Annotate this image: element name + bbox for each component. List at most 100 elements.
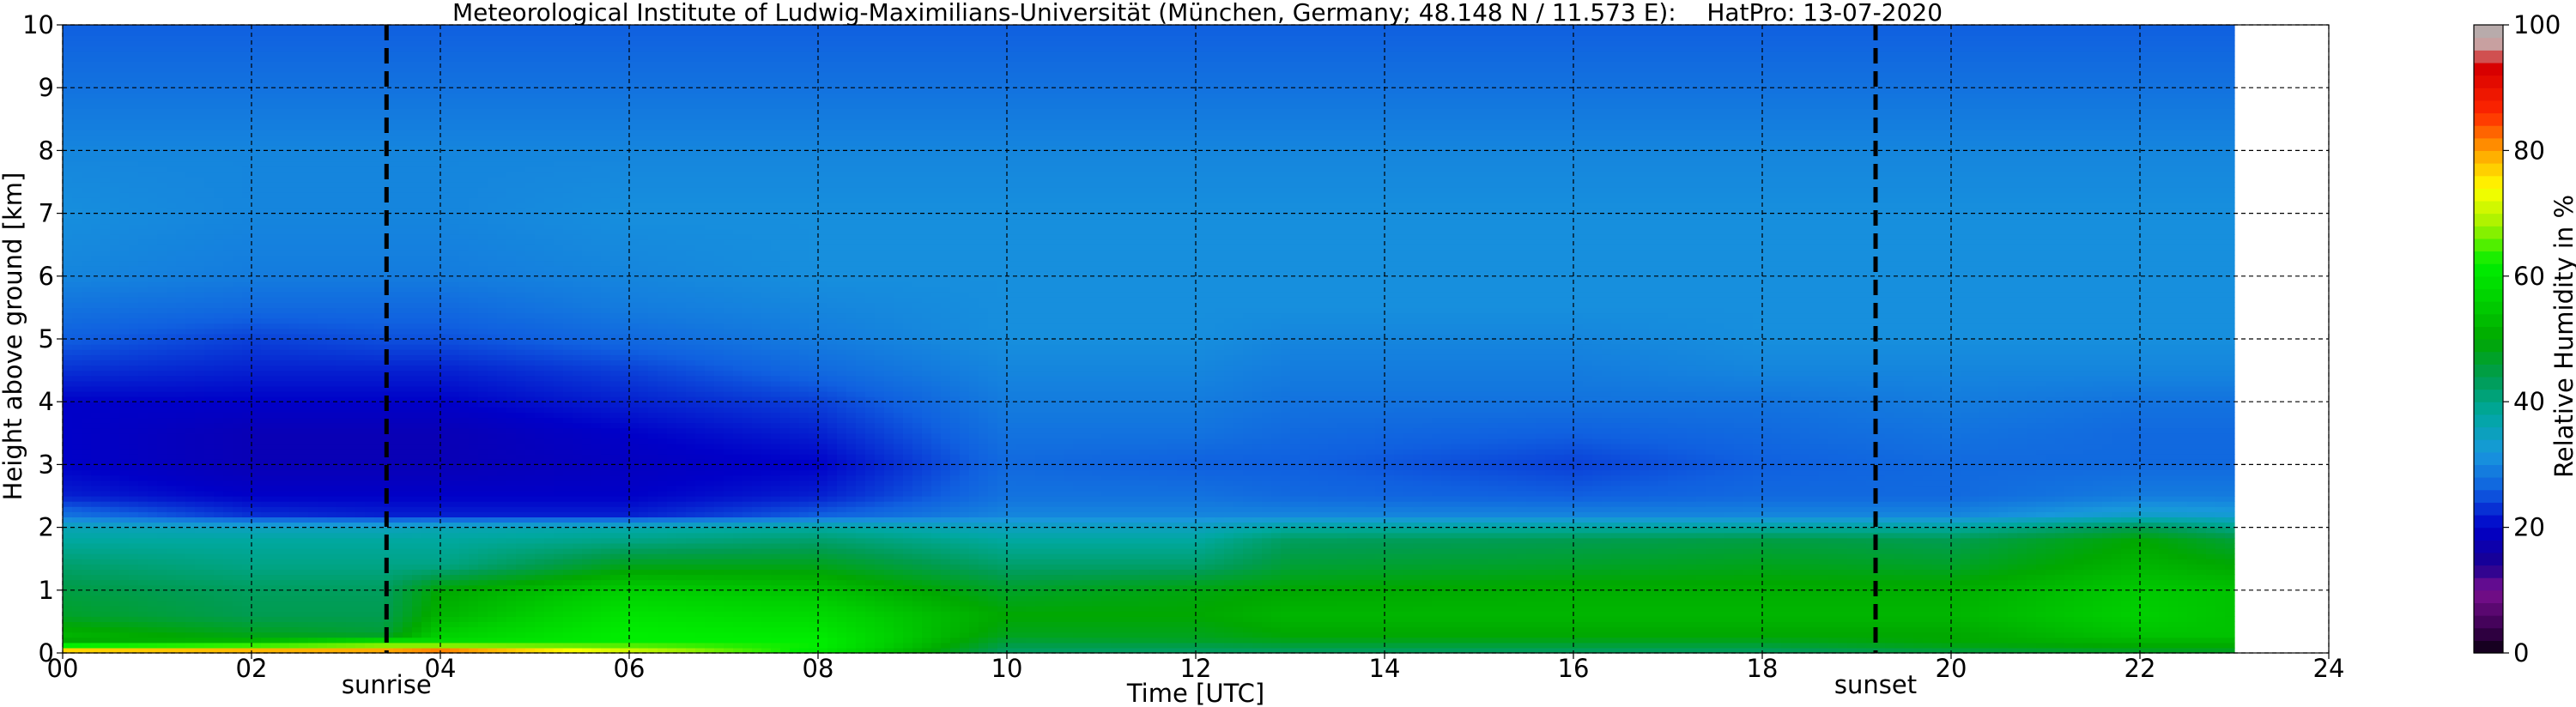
heatmap-cell xyxy=(100,197,111,203)
heatmap-cell xyxy=(110,559,120,565)
heatmap-cell xyxy=(110,307,120,313)
heatmap-cell xyxy=(82,30,92,36)
heatmap-cell xyxy=(119,197,130,203)
heatmap-cell xyxy=(119,423,130,429)
heatmap-cell xyxy=(138,464,148,470)
heatmap-cell xyxy=(100,150,111,156)
heatmap-cell xyxy=(82,150,92,156)
heatmap-cell xyxy=(63,412,73,418)
heatmap-cell xyxy=(148,266,158,272)
heatmap-cell xyxy=(157,407,167,413)
heatmap-cell xyxy=(72,182,82,188)
heatmap-cell xyxy=(100,35,111,41)
heatmap-cell xyxy=(110,548,120,554)
heatmap-cell xyxy=(119,590,130,596)
heatmap-cell xyxy=(157,313,167,319)
heatmap-cell xyxy=(129,638,139,644)
heatmap-cell xyxy=(63,506,73,512)
heatmap-cell xyxy=(63,135,73,141)
heatmap-cell xyxy=(129,62,139,68)
heatmap-cell xyxy=(100,307,111,313)
heatmap-cell xyxy=(157,104,167,110)
heatmap-cell xyxy=(129,30,139,36)
heatmap-cell xyxy=(138,192,148,198)
heatmap-cell xyxy=(63,156,73,162)
heatmap-cell xyxy=(82,418,92,424)
heatmap-cell xyxy=(110,302,120,308)
heatmap-cell xyxy=(110,292,120,298)
heatmap-cell xyxy=(82,255,92,261)
heatmap-cell xyxy=(148,172,158,178)
heatmap-cell xyxy=(82,464,92,470)
heatmap-cell xyxy=(91,88,101,94)
heatmap-cell xyxy=(100,638,111,644)
heatmap-cell xyxy=(63,224,73,230)
heatmap-cell xyxy=(72,627,82,633)
heatmap-cell xyxy=(138,611,148,617)
heatmap-cell xyxy=(148,428,158,434)
heatmap-cell xyxy=(167,543,177,549)
heatmap-cell xyxy=(110,371,120,377)
heatmap-cell xyxy=(138,261,148,267)
heatmap-cell xyxy=(91,575,101,581)
heatmap-cell xyxy=(82,98,92,104)
heatmap-cell xyxy=(63,30,73,36)
heatmap-cell xyxy=(100,287,111,293)
heatmap-cell xyxy=(148,575,158,581)
heatmap-cell xyxy=(148,109,158,115)
heatmap-cell xyxy=(100,501,111,507)
heatmap-cell xyxy=(129,313,139,319)
heatmap-cell xyxy=(148,67,158,73)
heatmap-cell xyxy=(63,104,73,110)
heatmap-cell xyxy=(138,444,148,450)
heatmap-cell xyxy=(110,376,120,382)
heatmap-cell xyxy=(82,67,92,73)
heatmap-cell xyxy=(157,323,167,329)
heatmap-cell xyxy=(110,381,120,387)
heatmap-cell xyxy=(72,255,82,261)
heatmap-cell xyxy=(82,433,92,439)
heatmap-cell xyxy=(129,632,139,638)
heatmap-cell xyxy=(138,88,148,94)
heatmap-cell xyxy=(110,255,120,261)
heatmap-cell xyxy=(72,329,82,335)
heatmap-cell xyxy=(138,197,148,203)
heatmap-cell xyxy=(157,224,167,230)
heatmap-cell xyxy=(148,464,158,470)
heatmap-cell xyxy=(119,93,130,99)
heatmap-cell xyxy=(110,77,120,83)
heatmap-cell xyxy=(129,475,139,481)
heatmap-cell xyxy=(148,302,158,308)
heatmap-cell xyxy=(63,627,73,633)
heatmap-cell xyxy=(63,255,73,261)
heatmap-cell xyxy=(119,548,130,554)
heatmap-cell xyxy=(110,104,120,110)
heatmap-cell xyxy=(157,511,167,517)
heatmap-cell xyxy=(138,124,148,130)
heatmap-cell xyxy=(119,575,130,581)
heatmap-cell xyxy=(72,192,82,198)
heatmap-cell xyxy=(138,501,148,507)
heatmap-cell xyxy=(100,219,111,225)
heatmap-cell xyxy=(63,202,73,208)
heatmap-cell xyxy=(100,234,111,240)
heatmap-cell xyxy=(129,88,139,94)
heatmap-cell xyxy=(129,381,139,387)
heatmap-cell xyxy=(157,281,167,287)
heatmap-cell xyxy=(157,412,167,418)
heatmap-cell xyxy=(63,307,73,313)
heatmap-cell xyxy=(82,548,92,554)
heatmap-cell xyxy=(72,25,82,31)
heatmap-cell xyxy=(100,371,111,377)
heatmap-cell xyxy=(72,302,82,308)
heatmap-cell xyxy=(63,239,73,245)
heatmap-cell xyxy=(72,501,82,507)
heatmap-cell xyxy=(119,192,130,198)
heatmap-cell xyxy=(129,182,139,188)
heatmap-cell xyxy=(138,433,148,439)
heatmap-cell xyxy=(82,234,92,240)
heatmap-cell xyxy=(129,511,139,517)
heatmap-cell xyxy=(138,621,148,627)
heatmap-cell xyxy=(148,307,158,313)
heatmap-cell xyxy=(148,354,158,360)
